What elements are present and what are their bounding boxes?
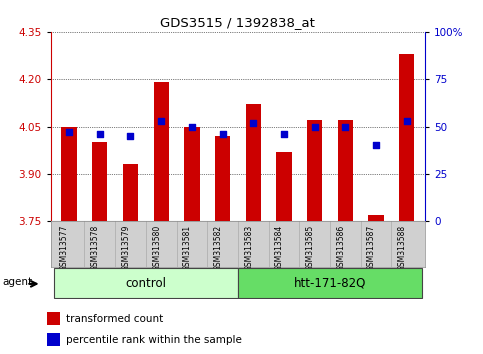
- Text: control: control: [125, 277, 166, 290]
- Point: [280, 131, 288, 137]
- Point: [65, 130, 73, 135]
- Bar: [47, 333, 60, 346]
- Bar: [184, 127, 199, 221]
- Title: GDS3515 / 1392838_at: GDS3515 / 1392838_at: [160, 16, 315, 29]
- Text: percentile rank within the sample: percentile rank within the sample: [66, 335, 242, 345]
- Text: GSM313582: GSM313582: [213, 224, 223, 270]
- Bar: [307, 120, 322, 221]
- Text: GSM313584: GSM313584: [275, 224, 284, 271]
- Text: GSM313579: GSM313579: [122, 224, 130, 271]
- Text: htt-171-82Q: htt-171-82Q: [294, 277, 366, 290]
- Bar: [61, 127, 77, 221]
- Point: [372, 143, 380, 148]
- Bar: [338, 120, 353, 221]
- Bar: [92, 142, 108, 221]
- Bar: [154, 82, 169, 221]
- Point: [311, 124, 318, 130]
- Text: GSM313581: GSM313581: [183, 224, 192, 270]
- Text: GSM313586: GSM313586: [336, 224, 345, 271]
- Bar: [47, 312, 60, 325]
- Text: GSM313578: GSM313578: [91, 224, 100, 271]
- Bar: [245, 104, 261, 221]
- Text: GSM313577: GSM313577: [60, 224, 69, 271]
- Bar: [215, 136, 230, 221]
- Bar: [54, 268, 238, 298]
- Point: [403, 118, 411, 124]
- Text: GSM313583: GSM313583: [244, 224, 253, 271]
- Bar: [368, 215, 384, 221]
- Point: [157, 118, 165, 124]
- Point: [127, 133, 134, 139]
- Point: [219, 131, 227, 137]
- Bar: [276, 152, 292, 221]
- Text: transformed count: transformed count: [66, 314, 164, 325]
- Text: GSM313588: GSM313588: [398, 224, 407, 270]
- Bar: [123, 165, 138, 221]
- Point: [96, 131, 104, 137]
- Text: GSM313587: GSM313587: [367, 224, 376, 271]
- Point: [249, 120, 257, 126]
- Bar: [238, 268, 422, 298]
- Point: [341, 124, 349, 130]
- Text: GSM313585: GSM313585: [306, 224, 314, 271]
- Text: GSM313580: GSM313580: [152, 224, 161, 271]
- Point: [188, 124, 196, 130]
- Text: agent: agent: [2, 276, 33, 287]
- Bar: [399, 54, 414, 221]
